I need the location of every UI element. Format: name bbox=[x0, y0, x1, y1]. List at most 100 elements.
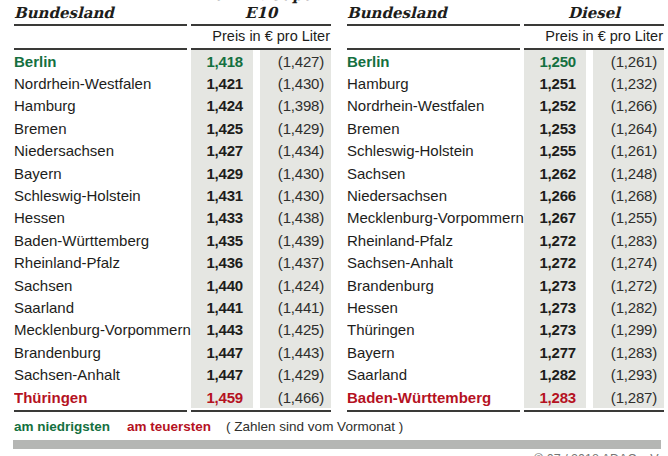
diesel-rows: Berlin1,250(1,261)Hamburg1,251(1,232)Nor… bbox=[347, 50, 664, 408]
table-row: Bremen1,425(1,429) bbox=[14, 117, 331, 139]
column-gap bbox=[253, 50, 260, 72]
table-row: Sachsen1,262(1,248) bbox=[347, 162, 664, 184]
column-gap bbox=[253, 95, 260, 117]
column-gap bbox=[253, 252, 260, 274]
previous-month-price: (1,264) bbox=[593, 117, 664, 139]
table-row: Nordrhein-Westfalen1,421 (1,430) bbox=[14, 72, 331, 94]
current-price: 1,459 bbox=[191, 386, 253, 408]
column-gap bbox=[586, 162, 593, 184]
state-name: Berlin bbox=[14, 50, 191, 72]
previous-month-price: (1,425) bbox=[260, 319, 331, 341]
previous-month-price: (1,438) bbox=[260, 207, 331, 229]
previous-month-price: (1,293) bbox=[593, 363, 664, 385]
column-gap bbox=[253, 296, 260, 318]
benzin-table-header: Bundesland Benzin: Super E10 bbox=[14, 2, 331, 22]
state-name: Bremen bbox=[347, 117, 524, 139]
bundesland-header: Bundesland bbox=[14, 4, 191, 22]
tables-container: Bundesland Benzin: Super E10 Preis in € … bbox=[0, 0, 668, 412]
diesel-subheader: Preis in € pro Liter bbox=[347, 26, 664, 46]
previous-month-price: (1,430) bbox=[260, 184, 331, 206]
column-gap bbox=[253, 319, 260, 341]
column-gap bbox=[586, 207, 593, 229]
previous-month-price: (1,430) bbox=[260, 72, 331, 94]
previous-month-price: (1,441) bbox=[260, 296, 331, 318]
column-gap bbox=[253, 162, 260, 184]
table-row: Bayern1,429(1,430) bbox=[14, 162, 331, 184]
column-gap bbox=[586, 229, 593, 251]
benzin-rows: Berlin1,418(1,427)Nordrhein-Westfalen1,4… bbox=[14, 50, 331, 408]
state-name: Schleswig-Holstein bbox=[347, 140, 524, 162]
state-name: Thüringen bbox=[14, 386, 191, 408]
table-row: Rheinland-Pfalz1,436(1,437) bbox=[14, 252, 331, 274]
state-name: Brandenburg bbox=[14, 341, 191, 363]
previous-month-price: (1,287) bbox=[593, 386, 664, 408]
table-row: Thüringen1,459(1,466) bbox=[14, 386, 331, 408]
column-gap bbox=[253, 117, 260, 139]
state-name: Schleswig-Holstein bbox=[14, 184, 191, 206]
column-gap bbox=[586, 386, 593, 408]
column-gap bbox=[586, 140, 593, 162]
column-gap bbox=[253, 72, 260, 94]
column-gap bbox=[586, 363, 593, 385]
diesel-table: Bundesland Diesel Preis in € pro Liter B… bbox=[347, 2, 664, 412]
current-price: 1,427 bbox=[191, 140, 253, 162]
current-price: 1,441 bbox=[191, 296, 253, 318]
previous-month-price: (1,266) bbox=[593, 95, 664, 117]
state-name: Niedersachsen bbox=[14, 140, 191, 162]
previous-month-price: (1,424) bbox=[260, 274, 331, 296]
state-name: Bayern bbox=[347, 341, 524, 363]
previous-month-price: (1,439) bbox=[260, 229, 331, 251]
diesel-fuel-header: Diesel bbox=[524, 4, 664, 22]
table-row: Niedersachsen1,427 (1,434) bbox=[14, 140, 331, 162]
table-row: Hessen1,273(1,282) bbox=[347, 296, 664, 318]
current-price: 1,421 bbox=[191, 72, 253, 94]
table-row: Mecklenburg-Vorpommern1,443(1,425) bbox=[14, 319, 331, 341]
state-name: Mecklenburg-Vorpommern bbox=[347, 207, 524, 229]
previous-month-price: (1,427) bbox=[260, 50, 331, 72]
table-row: Berlin1,418(1,427) bbox=[14, 50, 331, 72]
benzin-fuel-header: Benzin: Super E10 bbox=[191, 0, 331, 22]
column-gap bbox=[586, 95, 593, 117]
state-name: Nordrhein-Westfalen bbox=[14, 72, 191, 94]
state-name: Hamburg bbox=[347, 72, 524, 94]
state-name: Sachsen-Anhalt bbox=[347, 252, 524, 274]
previous-month-price: (1,232) bbox=[593, 72, 664, 94]
current-price: 1,447 bbox=[191, 341, 253, 363]
table-row: Baden-Württemberg1,283(1,287) bbox=[347, 386, 664, 408]
previous-month-price: (1,283) bbox=[593, 341, 664, 363]
state-name: Hamburg bbox=[14, 95, 191, 117]
current-price: 1,266 bbox=[524, 184, 586, 206]
column-gap bbox=[253, 363, 260, 385]
current-price: 1,272 bbox=[524, 252, 586, 274]
legend-highest-label: am teuersten bbox=[127, 419, 211, 434]
column-gap bbox=[253, 207, 260, 229]
table-row: Schleswig-Holstein1,255(1,261) bbox=[347, 140, 664, 162]
previous-month-price: (1,430) bbox=[260, 162, 331, 184]
column-gap bbox=[586, 184, 593, 206]
table-row: Brandenburg1,447(1,443) bbox=[14, 341, 331, 363]
state-name: Bayern bbox=[14, 162, 191, 184]
previous-month-price: (1,282) bbox=[593, 296, 664, 318]
table-row: Thüringen1,273 (1,299) bbox=[347, 319, 664, 341]
current-price: 1,282 bbox=[524, 363, 586, 385]
current-price: 1,267 bbox=[524, 207, 586, 229]
diesel-table-header: Bundesland Diesel bbox=[347, 2, 664, 22]
state-name: Thüringen bbox=[347, 319, 524, 341]
previous-month-price: (1,272) bbox=[593, 274, 664, 296]
column-gap bbox=[253, 229, 260, 251]
legend: am niedrigsten am teuersten ( Zahlen sin… bbox=[14, 418, 668, 434]
previous-month-price: (1,268) bbox=[593, 184, 664, 206]
previous-month-price: (1,429) bbox=[260, 363, 331, 385]
column-gap bbox=[586, 252, 593, 274]
current-price: 1,283 bbox=[524, 386, 586, 408]
table-row: Mecklenburg-Vorpommern1,267(1,255) bbox=[347, 207, 664, 229]
previous-month-price: (1,434) bbox=[260, 140, 331, 162]
column-gap bbox=[253, 140, 260, 162]
current-price: 1,443 bbox=[191, 319, 253, 341]
state-name: Hessen bbox=[14, 207, 191, 229]
price-unit-label: Preis in € pro Liter bbox=[190, 28, 331, 44]
state-name: Rheinland-Pfalz bbox=[347, 229, 524, 251]
column-gap bbox=[586, 72, 593, 94]
previous-month-price: (1,299) bbox=[593, 319, 664, 341]
current-price: 1,273 bbox=[524, 319, 586, 341]
